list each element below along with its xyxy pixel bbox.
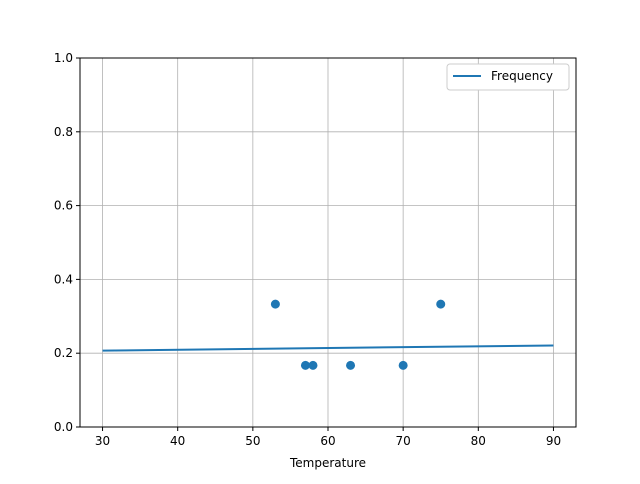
- x-tick-label: 30: [95, 434, 110, 448]
- scatter-point: [346, 360, 356, 370]
- x-tick-label: 70: [396, 434, 411, 448]
- x-tick-label: 90: [546, 434, 561, 448]
- x-tick-label: 80: [471, 434, 486, 448]
- legend-box: [446, 63, 570, 91]
- grid: [80, 57, 576, 428]
- scatter-point: [270, 299, 280, 309]
- scatter-point: [398, 360, 408, 370]
- ticks: 30 40 50 60 70 80 90 0.0 0.2 0.4 0.6 0.8 1.0: [54, 51, 561, 448]
- x-tick-label: 60: [320, 434, 335, 448]
- scatter-point: [436, 299, 446, 309]
- y-tick-label: 0.2: [54, 346, 73, 360]
- frequency-line: [102, 344, 554, 352]
- x-tick-label: 50: [245, 434, 260, 448]
- y-tick-label: 0.4: [54, 272, 73, 286]
- scatter-point: [300, 360, 310, 370]
- scatter-point: [308, 360, 318, 370]
- plot-marks: [102, 299, 554, 370]
- y-tick-label: 0.0: [54, 420, 73, 434]
- legend: Frequency: [446, 63, 570, 91]
- legend-label-frequency: Frequency: [491, 69, 553, 83]
- y-tick-label: 0.8: [54, 125, 73, 139]
- y-tick-label: 1.0: [54, 51, 73, 65]
- y-tick-label: 0.6: [54, 199, 73, 213]
- x-axis-label: Temperature: [289, 456, 366, 470]
- x-tick-label: 40: [170, 434, 185, 448]
